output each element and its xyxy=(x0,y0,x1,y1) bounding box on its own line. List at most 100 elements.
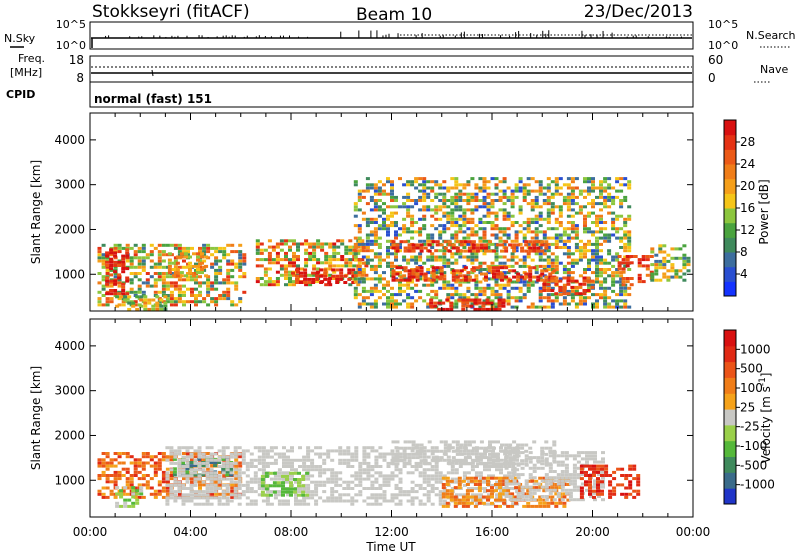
velocity-cell xyxy=(418,465,423,468)
power-cell xyxy=(445,298,450,302)
power-cell xyxy=(550,258,555,262)
power-cell xyxy=(365,242,370,246)
power-cell xyxy=(169,297,174,301)
power-cell xyxy=(153,284,158,288)
power-cell xyxy=(458,217,463,221)
velocity-cell xyxy=(201,468,206,472)
velocity-cell xyxy=(528,451,533,455)
power-cell xyxy=(611,211,616,215)
velocity-cell xyxy=(294,458,298,462)
power-cell xyxy=(434,211,439,215)
power-cell xyxy=(198,290,202,294)
velocity-cell xyxy=(558,498,563,502)
power-cell xyxy=(494,224,499,228)
power-cell xyxy=(629,277,634,280)
power-cell xyxy=(514,239,519,243)
velocity-cell xyxy=(209,471,214,475)
power-cell xyxy=(538,299,543,303)
velocity-cell xyxy=(540,451,545,455)
power-cell xyxy=(230,250,235,254)
power-cell xyxy=(447,249,452,253)
velocity-cell xyxy=(568,454,573,458)
velocity-cell xyxy=(354,474,359,478)
power-cell xyxy=(356,273,361,277)
power-cell xyxy=(151,307,156,311)
velocity-cell xyxy=(125,455,130,459)
velocity-cell xyxy=(378,446,383,450)
power-cell xyxy=(365,249,370,253)
power-cell xyxy=(288,245,292,249)
velocity-cell xyxy=(201,455,206,459)
velocity-cell xyxy=(382,458,387,462)
power-cell xyxy=(540,240,545,244)
power-cell xyxy=(151,304,156,308)
velocity-cell xyxy=(395,456,400,460)
power-cell xyxy=(474,205,479,209)
velocity-cell xyxy=(189,461,193,464)
power-cell xyxy=(478,239,483,243)
power-cell xyxy=(587,202,591,206)
power-cell xyxy=(645,273,650,277)
power-cell xyxy=(540,249,545,253)
velocity-cell xyxy=(205,471,210,475)
power-cell xyxy=(101,294,106,297)
velocity-cell xyxy=(209,490,214,494)
power-cell xyxy=(591,252,595,256)
power-cell xyxy=(627,233,632,237)
power-cell xyxy=(202,268,207,272)
power-cell xyxy=(578,302,583,306)
velocity-cell xyxy=(113,483,118,487)
velocity-cell xyxy=(445,504,450,508)
power-cell xyxy=(434,208,439,212)
velocity-cell xyxy=(261,461,266,465)
power-cell xyxy=(682,253,687,257)
power-cell xyxy=(570,202,575,206)
power-cell xyxy=(343,274,348,278)
velocity-cell xyxy=(516,443,521,447)
velocity-cell xyxy=(145,483,150,487)
power-cell xyxy=(485,307,490,311)
power-cell xyxy=(373,271,378,275)
power-cell xyxy=(662,266,667,270)
power-cell xyxy=(121,292,126,296)
velocity-cell xyxy=(532,476,537,480)
velocity-cell xyxy=(245,461,250,465)
velocity-cell xyxy=(562,504,567,508)
velocity-cell xyxy=(257,461,262,465)
velocity-cell xyxy=(302,468,307,472)
velocity-cell xyxy=(218,492,223,496)
power-cell xyxy=(534,305,539,309)
power-cell xyxy=(435,275,440,279)
velocity-cell xyxy=(241,458,246,462)
power-cell xyxy=(486,195,491,199)
power-cell xyxy=(627,205,632,209)
velocity-cell xyxy=(579,489,584,493)
power-cell xyxy=(621,277,626,280)
velocity-cell xyxy=(391,452,396,456)
power-cell xyxy=(390,214,394,218)
velocity-cell xyxy=(293,471,297,475)
power-cell xyxy=(478,286,483,290)
velocity-cell xyxy=(342,493,347,497)
velocity-cell xyxy=(457,479,462,483)
velocity-cell xyxy=(165,467,170,471)
velocity-cell xyxy=(290,465,294,468)
power-cell xyxy=(506,217,511,221)
velocity-cell xyxy=(285,490,289,494)
power-cell xyxy=(470,258,475,262)
power-cell xyxy=(458,252,463,256)
power-cell xyxy=(161,259,166,263)
velocity-cell xyxy=(556,479,561,483)
velocity-cell xyxy=(512,482,517,486)
power-cell xyxy=(542,202,547,206)
velocity-cell xyxy=(181,468,186,472)
power-cell xyxy=(514,255,519,259)
velocity-cell xyxy=(465,483,470,486)
power-cell xyxy=(202,297,207,301)
power-cell xyxy=(502,271,507,275)
velocity-cell xyxy=(477,489,482,493)
power-cell xyxy=(407,272,412,276)
velocity-cell xyxy=(572,454,577,458)
power-cell xyxy=(478,177,483,181)
power-cell xyxy=(474,258,479,262)
